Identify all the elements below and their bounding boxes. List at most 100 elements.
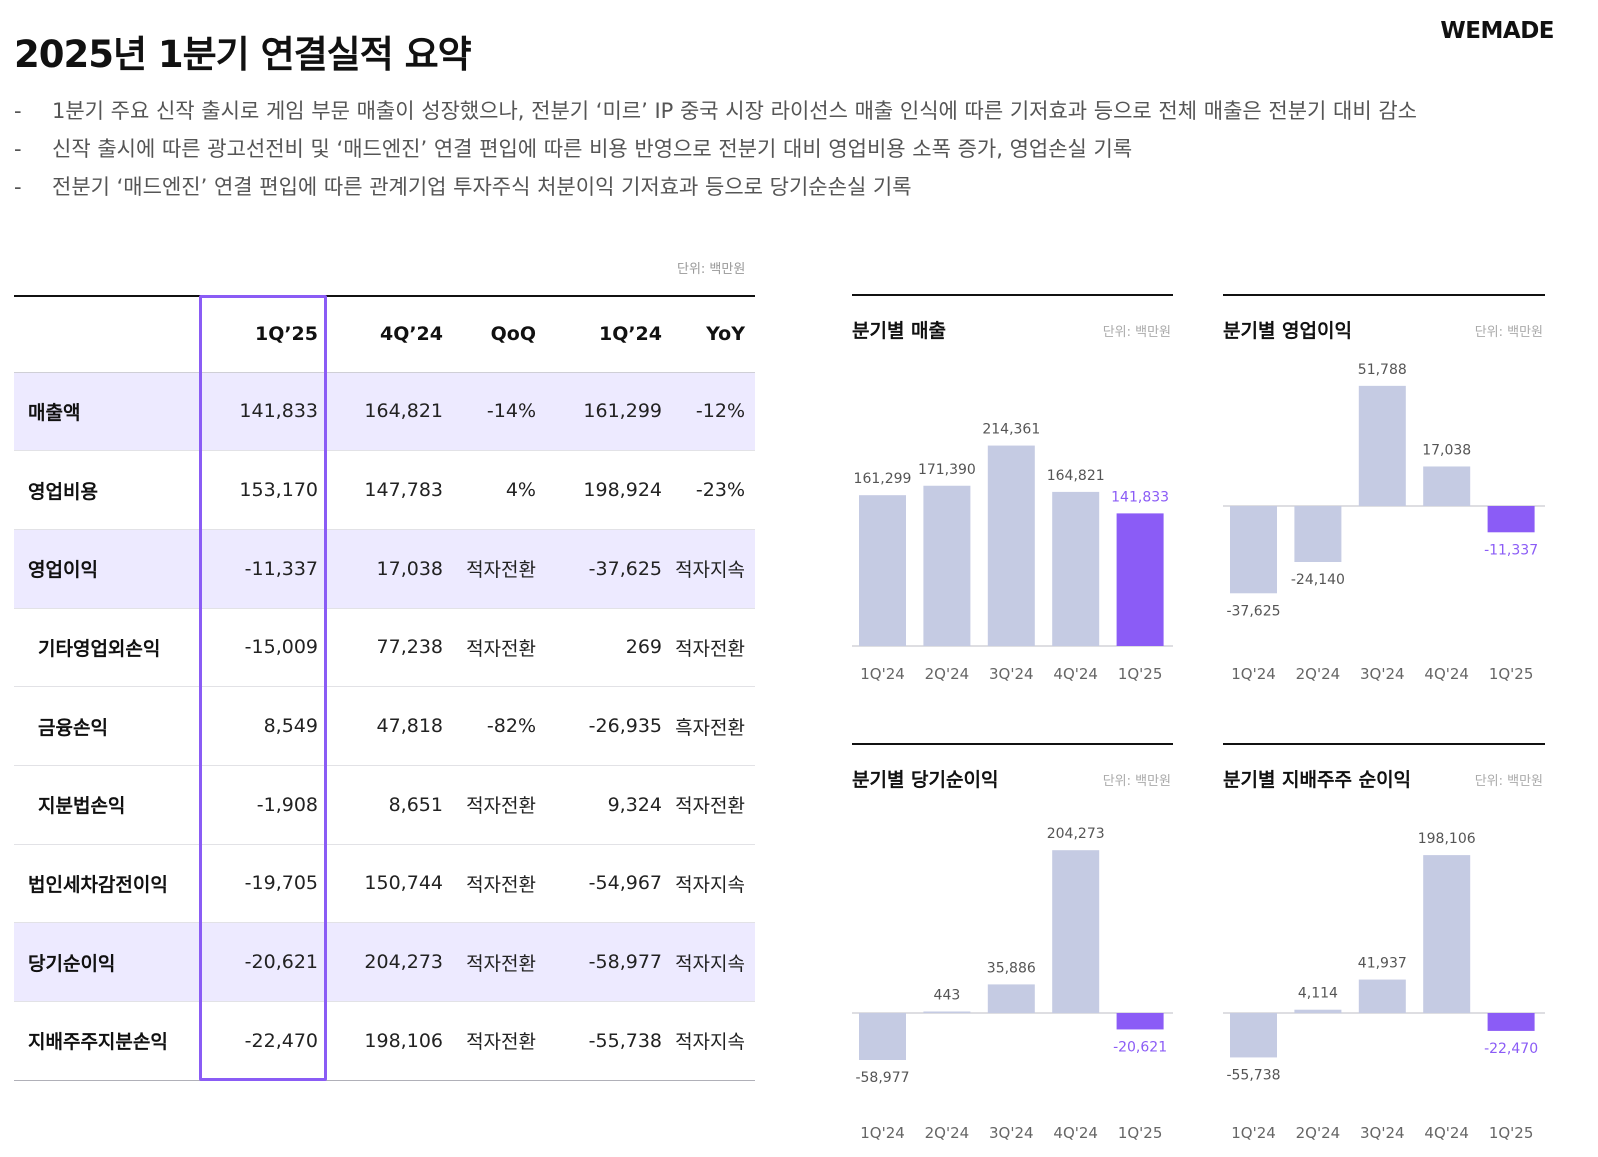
data-label: -22,470 [1484,1041,1538,1057]
table-cell: 269 [546,608,672,688]
bar [1294,506,1342,563]
chart-panel-controlling-net-income: 분기별 지배주주 순이익 단위: 백만원 -55,738 1Q'24 4,114 2Q… [1223,743,1545,1155]
x-tick-label: 3Q'24 [1360,1124,1405,1142]
table-row: 법인세차감전이익 -19,705 150,744 적자전환 -54,967 적자… [14,844,755,924]
x-tick-label: 1Q'24 [860,1124,905,1142]
x-tick-label: 1Q'25 [1118,665,1163,683]
data-label: 51,788 [1358,362,1407,378]
column-header: YoY [672,295,755,373]
x-tick-label: 4Q'24 [1424,665,1469,683]
table-cell: 150,744 [328,844,453,924]
x-tick-label: 2Q'24 [925,1124,970,1142]
bar [859,495,906,646]
x-tick-label: 1Q'24 [1231,665,1276,683]
column-header: QoQ [453,295,546,373]
table-cell: -15,009 [199,608,328,688]
table-row: 금융손익 8,549 47,818 -82% -26,935 흑자전환 [14,686,755,766]
table-cell: 적자전환 [453,608,546,688]
table-row: 매출액 141,833 164,821 -14% 161,299 -12% [14,372,755,452]
chart-title: 분기별 매출 [852,320,947,342]
data-label: 164,821 [1047,468,1105,484]
table-cell: 204,273 [328,922,453,1002]
table-cell: 141,833 [199,372,328,452]
data-label: 204,273 [1047,826,1105,842]
table-cell: 적자전환 [453,1001,546,1081]
net-income-bar-chart: -58,977 1Q'24 443 2Q'24 35,886 3Q'24 204,273 4Q… [852,826,1173,1142]
operating-profit-bar-chart: -37,625 1Q'24 -24,140 2Q'24 51,788 3Q'24 17,03… [1223,362,1545,683]
row-label: 기타영업외손익 [14,608,199,688]
controlling-net-income-bar-chart: -55,738 1Q'24 4,114 2Q'24 41,937 3Q'24 198,106… [1223,831,1545,1142]
x-tick-label: 4Q'24 [1053,1124,1098,1142]
row-label: 법인세차감전이익 [14,844,199,924]
bar [1423,466,1471,506]
table-cell: 적자전환 [453,529,546,609]
column-header: 1Q’24 [546,295,672,373]
table-cell: 161,299 [546,372,672,452]
data-label: 171,390 [918,462,976,478]
row-label: 지배주주지분손익 [14,1001,199,1081]
bar [1052,850,1100,1013]
x-tick-label: 3Q'24 [1360,665,1405,683]
summary-bullets: - 1분기 주요 신작 출시로 게임 부문 매출이 성장했으나, 전분기 ‘미르’… [14,96,1417,210]
page-title: 2025년 1분기 연결실적 요약 [14,33,472,76]
bar [987,984,1035,1013]
chart-title: 분기별 영업이익 [1223,320,1352,342]
table-cell: 적자전환 [672,765,755,845]
chart-title: 분기별 지배주주 순이익 [1223,769,1412,791]
data-label: 443 [934,988,961,1004]
table-cell: -14% [453,372,546,452]
table-cell: 147,783 [328,450,453,530]
chart-unit: 단위: 백만원 [1474,774,1543,789]
table-cell: -12% [672,372,755,452]
data-label: -24,140 [1291,572,1345,588]
table-cell: -37,625 [546,529,672,609]
x-tick-label: 2Q'24 [1296,1124,1341,1142]
table-cell: 적자지속 [672,1001,755,1081]
data-label: 4,114 [1298,986,1338,1002]
bullet-text: 1분기 주요 신작 출시로 게임 부문 매출이 성장했으나, 전분기 ‘미르’ … [52,99,1417,123]
financial-summary-table: 1Q’25 4Q’24 QoQ 1Q’24 YoY 매출액 141,833 16… [14,295,755,1081]
bar [1230,506,1277,594]
table-cell: 17,038 [328,529,453,609]
chart-unit: 단위: 백만원 [1474,325,1543,340]
bar [1116,513,1164,646]
table-cell: -58,977 [546,922,672,1002]
table-row: 기타영업외손익 -15,009 77,238 적자전환 269 적자전환 [14,608,755,688]
table-row: 영업이익 -11,337 17,038 적자전환 -37,625 적자지속 [14,529,755,609]
table-cell: 77,238 [328,608,453,688]
data-label: -58,977 [855,1070,909,1086]
chart-panel-operating-profit: 분기별 영업이익 단위: 백만원 -37,625 1Q'24 -24,140 2Q'2… [1223,294,1545,696]
row-label: 지분법손익 [14,765,199,845]
table-cell: -22,470 [199,1001,328,1081]
column-header [14,295,199,373]
table-cell: 198,106 [328,1001,453,1081]
bar [1358,385,1406,506]
x-tick-label: 2Q'24 [1296,665,1341,683]
table-cell: -19,705 [199,844,328,924]
x-tick-label: 2Q'24 [925,665,970,683]
x-tick-label: 3Q'24 [989,665,1034,683]
row-label: 매출액 [14,372,199,452]
data-label: -55,738 [1226,1067,1280,1083]
data-label: 17,038 [1422,442,1471,458]
table-cell: 적자지속 [672,844,755,924]
bar [1230,1013,1277,1058]
bar [1487,1013,1535,1031]
table-cell: -82% [453,686,546,766]
chart-panel-revenue: 분기별 매출 단위: 백만원 161,299 1Q'24 171,390 2Q'24 2… [852,294,1173,696]
data-label: 161,299 [854,471,912,487]
table-cell: 흑자전환 [672,686,755,766]
chart-panel-net-income: 분기별 당기순이익 단위: 백만원 -58,977 1Q'24 443 2Q'24 35… [852,743,1173,1155]
table-cell: 153,170 [199,450,328,530]
table-row: 지배주주지분손익 -22,470 198,106 적자전환 -55,738 적자… [14,1001,755,1081]
table-cell: -54,967 [546,844,672,924]
bullet-text: 신작 출시에 따른 광고선전비 및 ‘매드엔진’ 연결 편입에 따른 비용 반영… [52,137,1133,161]
summary-bullet: - 1분기 주요 신작 출시로 게임 부문 매출이 성장했으나, 전분기 ‘미르’… [14,96,1417,134]
column-header: 4Q’24 [328,295,453,373]
summary-bullet: - 신작 출시에 따른 광고선전비 및 ‘매드엔진’ 연결 편입에 따른 비용 반… [14,134,1417,172]
x-tick-label: 1Q'25 [1118,1124,1163,1142]
table-cell: 198,924 [546,450,672,530]
x-tick-label: 1Q'25 [1489,665,1534,683]
table-row: 영업비용 153,170 147,783 4% 198,924 -23% [14,450,755,530]
row-label: 영업이익 [14,529,199,609]
